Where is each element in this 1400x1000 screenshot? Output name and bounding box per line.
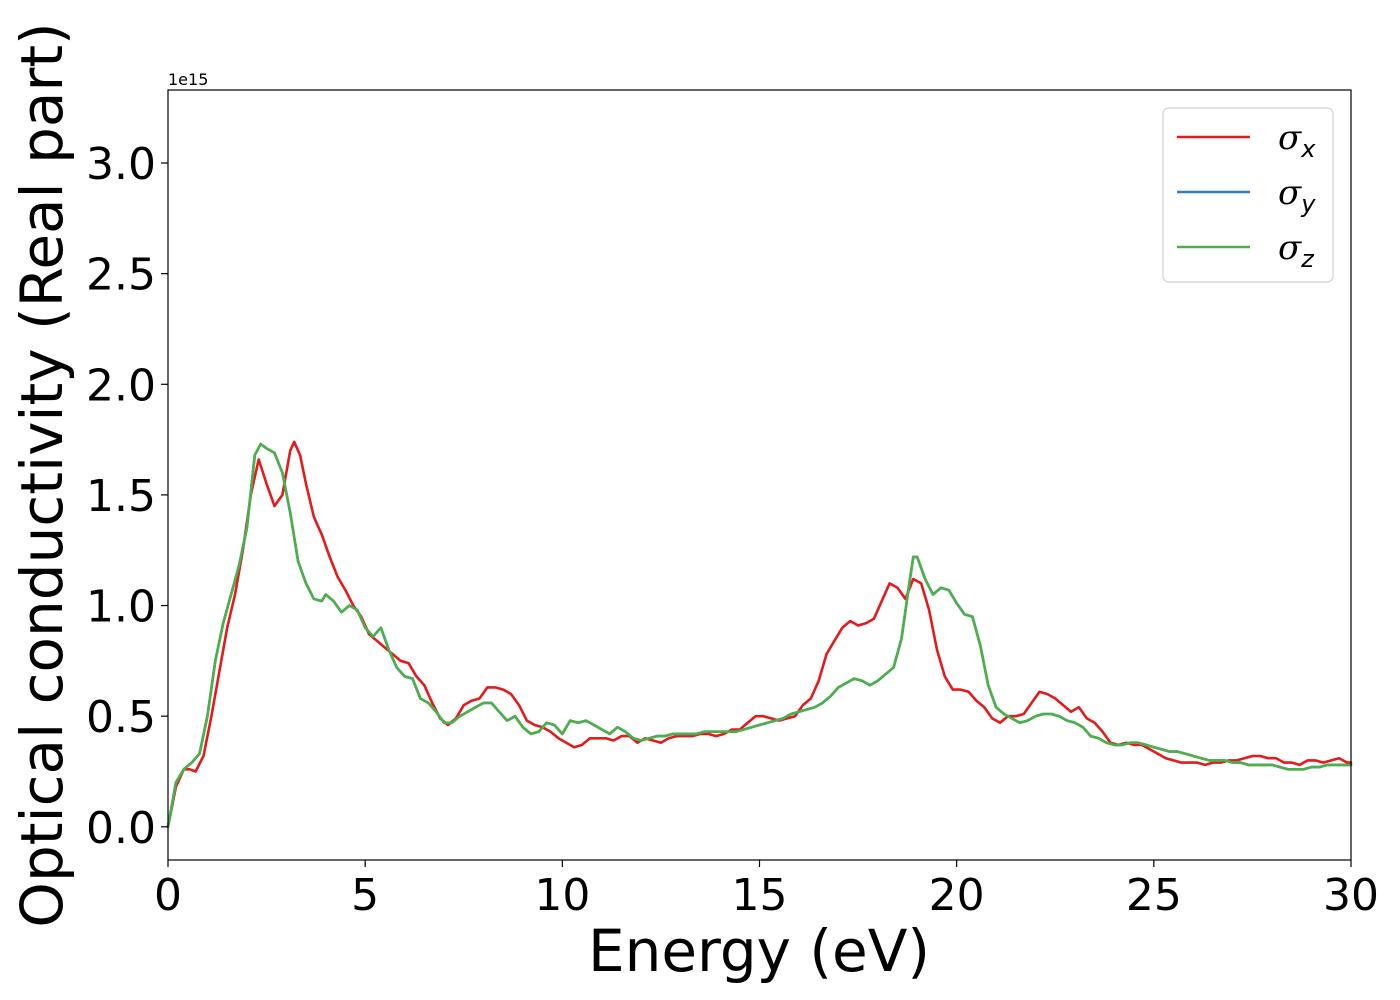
y-tick-label: 0.0 [86,803,156,854]
y-tick-label: 0.5 [86,692,156,743]
x-axis-title: Energy (eV) [588,917,930,985]
y-tick-label: 2.5 [86,250,156,301]
y-axis-title: Optical conductivity (Real part) [8,22,76,927]
x-tick-label: 30 [1323,870,1379,921]
series-line-z [166,442,1353,829]
x-tick-label: 20 [929,870,985,921]
x-tick-label: 0 [154,870,182,921]
legend-subscript: x [1300,135,1316,163]
legend-subscript: z [1300,245,1315,273]
x-axis-ticks: 0 5 10 15 20 25 30 [154,860,1379,921]
legend-subscript: y [1300,190,1316,218]
x-tick-label: 25 [1126,870,1182,921]
y-offset-label: 1e15 [168,70,208,89]
y-tick-label: 3.0 [86,139,156,190]
y-axis-ticks: 0.0 0.5 1.0 1.5 2.0 2.5 3.0 [86,139,168,854]
y-tick-label: 1.0 [86,582,156,633]
x-tick-label: 15 [732,870,788,921]
legend-box [1162,107,1334,283]
y-tick-label: 1.5 [86,471,156,522]
y-tick-label: 2.0 [86,360,156,411]
series-layer [166,440,1353,829]
x-tick-label: 5 [351,870,379,921]
x-tick-label: 10 [534,870,590,921]
